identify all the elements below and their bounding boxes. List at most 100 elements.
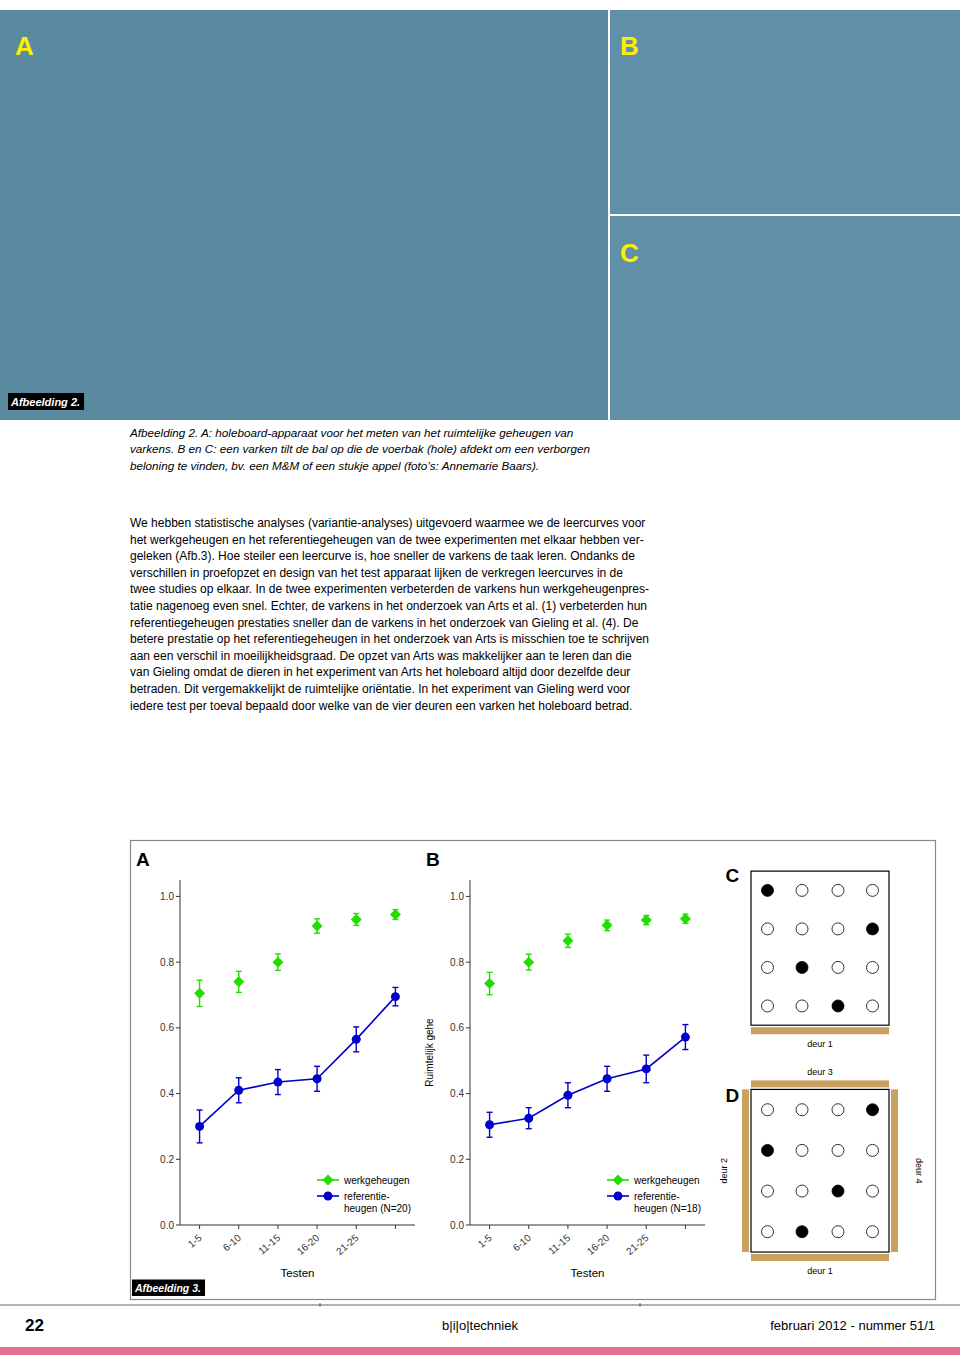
hole-dot (867, 1185, 879, 1197)
error-bar-cap (604, 1091, 610, 1092)
legend-handle-marker (324, 1192, 333, 1201)
hole-dot (762, 884, 774, 896)
x-tick-label: 11-15 (256, 1232, 282, 1257)
error-bar-cap (526, 969, 532, 970)
hole-dot (832, 961, 844, 973)
door-label: deur 1 (807, 1266, 833, 1276)
data-point (603, 1074, 612, 1083)
data-point (234, 1086, 243, 1095)
data-point (312, 921, 323, 932)
error-bar-cap (275, 1069, 281, 1070)
magazine-name: b|i|o|techniek (442, 1318, 518, 1333)
error-bar-cap (275, 1094, 281, 1095)
data-point (681, 1033, 690, 1042)
error-bar-cap (487, 1112, 493, 1113)
x-tick-label: 21-25 (624, 1232, 651, 1257)
data-point (485, 1120, 494, 1129)
hole-dot (796, 961, 808, 973)
y-axis-line (470, 880, 471, 1225)
hole-dot (832, 884, 844, 896)
data-point (391, 992, 400, 1001)
data-point (523, 957, 534, 968)
data-point (641, 915, 652, 926)
y-tick-label: 0.8 (160, 957, 174, 968)
hole-dot (762, 1185, 774, 1197)
y-tick (466, 896, 470, 897)
footer-strip (0, 1347, 960, 1355)
door-label: deur 1 (807, 1039, 833, 1049)
hole-dot (796, 1226, 808, 1238)
x-tick (317, 1225, 318, 1229)
series-line (490, 1037, 686, 1125)
legend: werkgeheugenreferentie-heugen (N=18) (607, 1175, 701, 1215)
body-text: We hebben statistische analyses (variant… (130, 516, 649, 713)
x-tick (199, 1225, 200, 1229)
error-bar-cap (236, 971, 242, 972)
y-tick-label: 0.2 (450, 1154, 464, 1165)
x-tick (395, 1225, 396, 1229)
x-tick (238, 1225, 239, 1229)
figure-label-box (132, 1280, 205, 1297)
data-point (273, 1078, 282, 1087)
hole-dot (867, 1144, 879, 1156)
y-tick-label: 0.2 (160, 1154, 174, 1165)
x-tick (356, 1225, 357, 1229)
hole-dot (867, 884, 879, 896)
data-point (602, 920, 613, 931)
hole-dot (867, 1104, 879, 1116)
photo-panel: ABCAfbeelding 2. (0, 10, 960, 420)
door-bar (742, 1089, 749, 1252)
door-bar (751, 1027, 889, 1034)
legend-label: referentie-heugen (N=18) (634, 1191, 701, 1214)
error-bar-cap (236, 992, 242, 993)
photo-area (0, 10, 960, 420)
series-line (200, 997, 396, 1127)
x-axis-line (180, 1225, 415, 1226)
photo-label-group: Afbeelding 2. (8, 393, 84, 410)
door-label: deur 2 (719, 1158, 729, 1184)
error-bar-cap (197, 1006, 203, 1007)
door-bar (751, 1080, 889, 1087)
y-tick-label: 0.4 (450, 1088, 464, 1099)
dot-grid: Cdeur 1 (726, 865, 890, 1049)
x-axis-label: Testen (281, 1267, 315, 1279)
data-point (524, 1114, 533, 1123)
hole-dot (867, 1000, 879, 1012)
data-point (272, 957, 283, 968)
x-tick-label: 1-5 (476, 1232, 494, 1250)
error-bar-cap (526, 1107, 532, 1108)
hole-dot (796, 884, 808, 896)
hole-dot (762, 961, 774, 973)
data-point (352, 1035, 361, 1044)
legend-handle-marker (614, 1192, 623, 1201)
y-tick-label: 0.0 (450, 1220, 464, 1231)
photo-letter: C (620, 238, 639, 268)
x-tick (528, 1225, 529, 1229)
chart-annotation: Ruimtelijk gehe (424, 1018, 435, 1087)
hole-dot (762, 1000, 774, 1012)
y-tick-label: 0.6 (160, 1022, 174, 1033)
error-bar-cap (682, 1024, 688, 1025)
legend-handle-marker (323, 1175, 334, 1186)
hole-dot (796, 923, 808, 935)
error-bar-cap (392, 1005, 398, 1006)
hole-dot (796, 1104, 808, 1116)
error-bar-cap (643, 1082, 649, 1083)
x-axis-label: Testen (571, 1267, 605, 1279)
hole-dot (867, 961, 879, 973)
door-bar (891, 1089, 898, 1252)
y-axis-line (180, 880, 181, 1225)
x-tick-label: 6-10 (221, 1232, 244, 1254)
x-tick (277, 1225, 278, 1229)
x-tick (567, 1225, 568, 1229)
photo-letter: B (620, 31, 639, 61)
hole-dot (832, 1104, 844, 1116)
page-number: 22 (25, 1316, 44, 1335)
y-tick (466, 1159, 470, 1160)
data-point (642, 1064, 651, 1073)
data-point (562, 935, 573, 946)
door-bar (751, 1254, 889, 1261)
chart: 0.00.20.40.60.81.01-56-1011-1516-2021-25… (136, 849, 435, 1279)
y-tick (466, 1225, 470, 1226)
hole-dot (762, 1226, 774, 1238)
